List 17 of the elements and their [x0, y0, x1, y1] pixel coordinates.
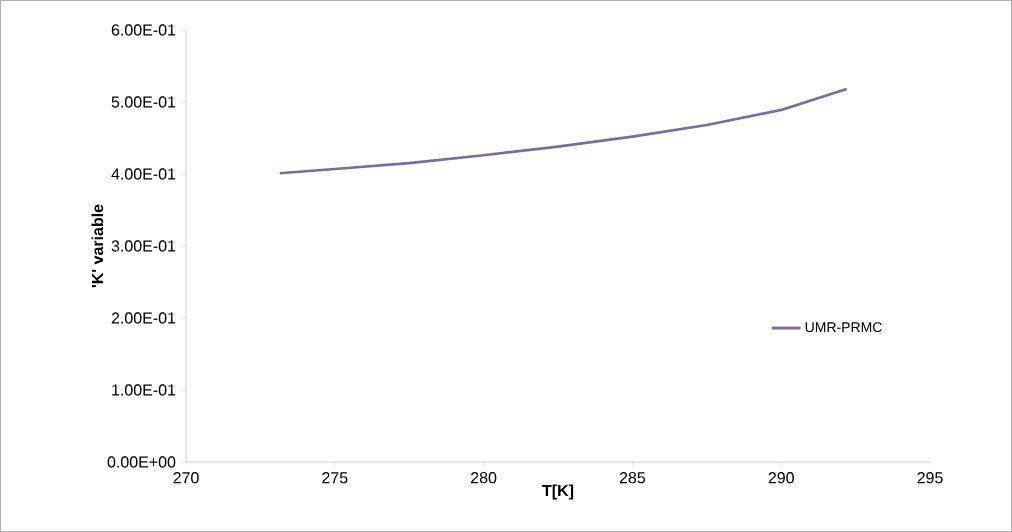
x-tick-label: 290: [768, 472, 794, 484]
x-tick-label: 275: [322, 472, 348, 484]
y-tick-label: 1.00E-01: [112, 384, 176, 396]
x-axis-title: T[K]: [542, 484, 574, 500]
y-axis-title: 'K' variable: [91, 204, 104, 288]
y-tick-label: 2.00E-01: [111, 312, 176, 324]
x-tick-label: 280: [471, 472, 497, 484]
legend-label: UMR-PRMC: [805, 322, 882, 333]
x-tick-label: 285: [619, 472, 646, 484]
x-tick-label: 295: [917, 472, 943, 484]
line-series: [278, 87, 849, 175]
y-tick-label: 6.00E-01: [111, 24, 176, 36]
y-tick-label: 3.00E-01: [111, 240, 176, 252]
y-tick-label: 4.00E-01: [111, 168, 176, 180]
x-tick-label: 270: [173, 472, 199, 484]
y-tick-label: 0.00E+00: [107, 456, 176, 468]
y-tick-label: 5.00E-01: [111, 96, 176, 108]
